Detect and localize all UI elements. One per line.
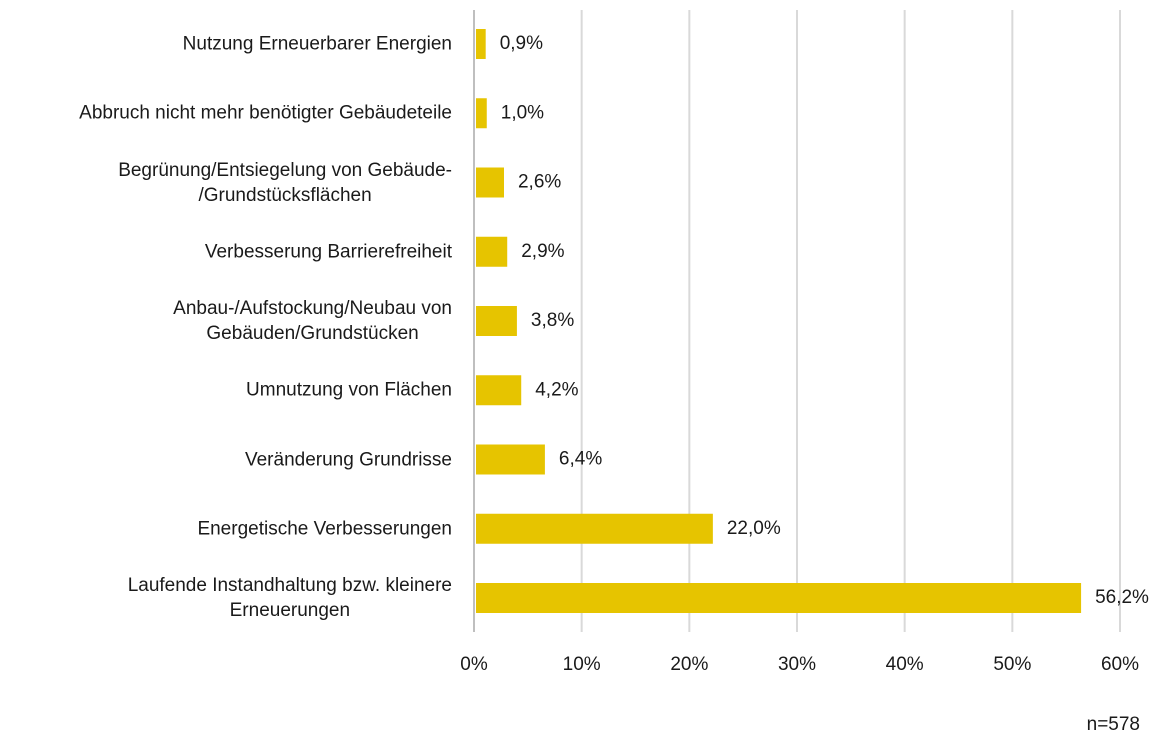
value-label: 22,0% bbox=[727, 518, 781, 539]
bar bbox=[476, 167, 504, 198]
category-label-box: Begrünung/Entsiegelung von Gebäude- /Gru… bbox=[0, 158, 452, 208]
bar bbox=[476, 98, 487, 129]
value-label: 2,9% bbox=[521, 241, 564, 262]
bar bbox=[476, 375, 522, 406]
value-label: 2,6% bbox=[518, 172, 561, 193]
category-label-box: Nutzung Erneuerbarer Energien bbox=[0, 32, 452, 57]
bar bbox=[476, 29, 486, 59]
category-label-box: Anbau-/Aufstockung/Neubau von Gebäuden/G… bbox=[0, 296, 452, 346]
category-label-box: Veränderung Grundrisse bbox=[0, 447, 452, 472]
category-label-box: Laufende Instandhaltung bzw. kleinere Er… bbox=[0, 573, 452, 623]
x-tick-label: 60% bbox=[1101, 654, 1139, 675]
category-label-box: Energetische Verbesserungen bbox=[0, 516, 452, 541]
value-label: 0,9% bbox=[500, 33, 543, 54]
value-label: 1,0% bbox=[501, 102, 544, 123]
x-tick-label: 50% bbox=[993, 654, 1031, 675]
x-tick-label: 30% bbox=[778, 654, 816, 675]
category-label: Verbesserung Barrierefreiheit bbox=[204, 241, 452, 263]
x-tick-label: 20% bbox=[670, 654, 708, 675]
sample-note: n=578 bbox=[1087, 714, 1140, 735]
category-label: Veränderung Grundrisse bbox=[244, 449, 452, 470]
bar bbox=[476, 513, 713, 544]
category-label: Energetische Verbesserungen bbox=[197, 518, 452, 540]
value-label: 4,2% bbox=[535, 379, 578, 400]
category-label-box: Abbruch nicht mehr benötigter Gebäudetei… bbox=[0, 101, 452, 126]
x-tick-label: 40% bbox=[886, 654, 924, 675]
category-label: Nutzung Erneuerbarer Energien bbox=[182, 33, 452, 55]
value-label: 6,4% bbox=[559, 449, 602, 470]
bar bbox=[476, 444, 545, 475]
bar bbox=[476, 583, 1082, 613]
value-label: 56,2% bbox=[1095, 587, 1149, 608]
bar bbox=[476, 306, 517, 336]
category-label: Laufende Instandhaltung bzw. kleinere Er… bbox=[127, 575, 452, 621]
x-tick-label: 10% bbox=[563, 654, 601, 675]
value-label: 3,8% bbox=[531, 310, 574, 331]
bar bbox=[476, 236, 508, 267]
category-label: Umnutzung von Flächen bbox=[246, 379, 452, 401]
x-tick-label: 0% bbox=[460, 654, 488, 675]
category-label: Anbau-/Aufstockung/Neubau von Gebäuden/G… bbox=[173, 298, 452, 344]
category-label-box: Umnutzung von Flächen bbox=[0, 378, 452, 403]
category-label: Abbruch nicht mehr benötigter Gebäudetei… bbox=[79, 102, 452, 124]
category-label-box: Verbesserung Barrierefreiheit bbox=[0, 239, 452, 264]
category-label: Begrünung/Entsiegelung von Gebäude- /Gru… bbox=[118, 159, 452, 206]
